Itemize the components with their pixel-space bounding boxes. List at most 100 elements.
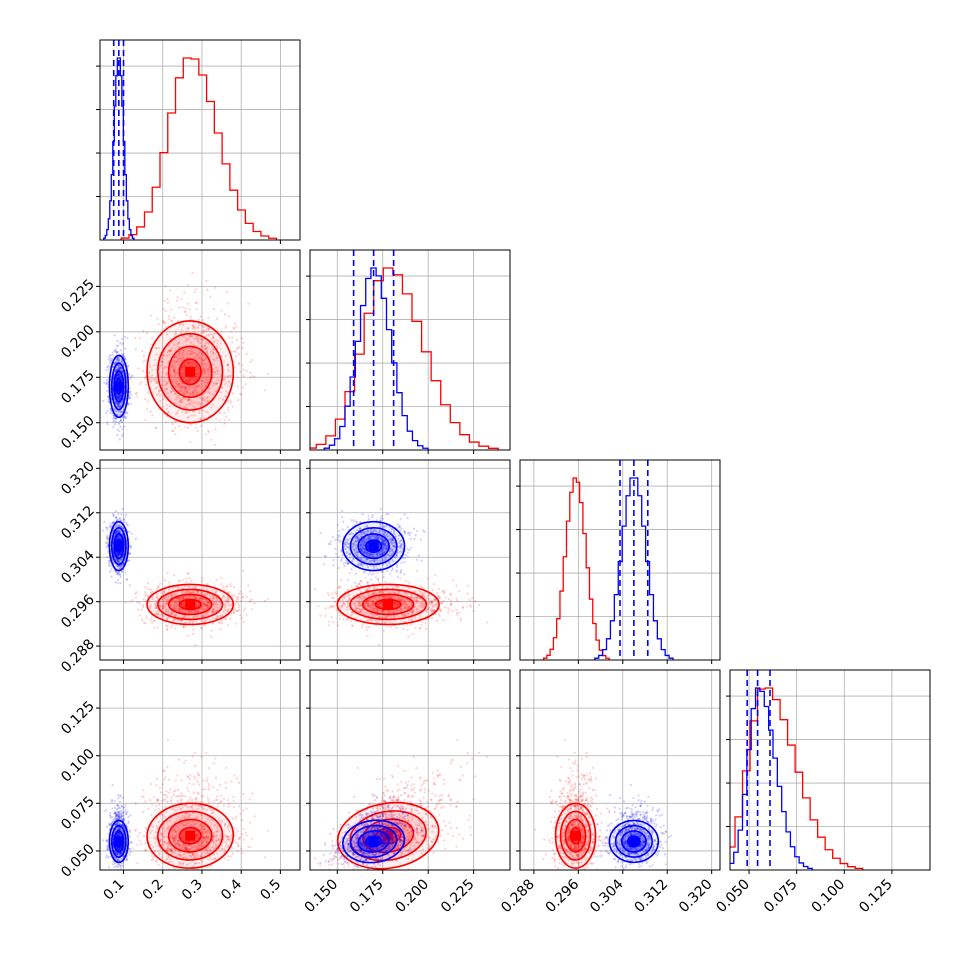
scatter-point bbox=[112, 420, 115, 423]
scatter-point bbox=[125, 416, 128, 419]
scatter-point bbox=[183, 614, 187, 618]
scatter-point bbox=[420, 586, 424, 589]
scatter-point bbox=[236, 609, 239, 613]
scatter-point bbox=[200, 402, 203, 405]
scatter-point bbox=[129, 393, 133, 396]
scatter-point bbox=[120, 435, 124, 438]
scatter-point bbox=[161, 604, 165, 607]
scatter-point bbox=[180, 389, 183, 392]
scatter-point bbox=[242, 368, 245, 371]
scatter-point bbox=[190, 579, 193, 582]
scatter-point bbox=[240, 599, 243, 602]
scatter-point bbox=[115, 344, 118, 348]
scatter-point bbox=[187, 391, 190, 394]
scatter-point bbox=[177, 306, 181, 309]
scatter-point bbox=[119, 375, 122, 378]
scatter-point bbox=[155, 607, 159, 610]
scatter-point bbox=[202, 367, 205, 370]
scatter-point bbox=[172, 604, 175, 607]
scatter-point bbox=[142, 369, 145, 373]
scatter-point bbox=[224, 396, 228, 399]
scatter-point bbox=[237, 399, 240, 402]
scatter-point bbox=[169, 626, 172, 629]
scatter-point bbox=[202, 608, 205, 611]
scatter-point bbox=[331, 605, 334, 608]
scatter-point bbox=[165, 599, 169, 602]
scatter-point bbox=[113, 362, 116, 365]
scatter-point bbox=[118, 375, 121, 379]
scatter-point bbox=[116, 396, 119, 399]
scatter-point bbox=[118, 397, 121, 401]
scatter-point bbox=[195, 596, 198, 599]
y-tick-label: 0.225 bbox=[58, 276, 98, 316]
scatter-point bbox=[203, 604, 206, 607]
scatter-point bbox=[118, 422, 121, 426]
scatter-point bbox=[223, 313, 227, 316]
scatter-point bbox=[458, 589, 461, 593]
scatter-point bbox=[180, 385, 184, 389]
scatter-point bbox=[212, 348, 215, 351]
scatter-point bbox=[144, 397, 147, 401]
scatter-point bbox=[164, 322, 167, 325]
scatter-point bbox=[228, 336, 231, 339]
scatter-point bbox=[201, 614, 204, 618]
panel-frame bbox=[99, 39, 301, 241]
scatter-point bbox=[159, 399, 162, 403]
scatter-point bbox=[208, 594, 212, 597]
scatter-point bbox=[159, 364, 163, 367]
scatter-point bbox=[198, 384, 201, 387]
scatter-point bbox=[205, 397, 209, 400]
scatter-point bbox=[231, 392, 235, 395]
scatter-point bbox=[226, 363, 230, 367]
scatter-point bbox=[207, 328, 211, 332]
scatter-point bbox=[221, 386, 224, 389]
scatter-point bbox=[227, 604, 231, 607]
scatter-point bbox=[239, 614, 242, 617]
scatter-point bbox=[108, 400, 111, 403]
scatter-point bbox=[188, 393, 191, 396]
scatter-point bbox=[192, 628, 195, 631]
scatter-point bbox=[119, 425, 122, 428]
scatter-point bbox=[166, 571, 169, 574]
scatter-point bbox=[150, 369, 154, 372]
scatter-point bbox=[105, 369, 108, 372]
scatter-point bbox=[134, 596, 138, 599]
scatter-point bbox=[150, 379, 153, 383]
scatter-point bbox=[326, 592, 330, 595]
scatter-point bbox=[116, 405, 119, 408]
scatter-point bbox=[411, 632, 414, 636]
scatter-point bbox=[172, 389, 175, 392]
scatter-point bbox=[165, 382, 168, 385]
scatter-point bbox=[164, 597, 167, 601]
scatter-point bbox=[200, 398, 203, 401]
scatter-point bbox=[203, 605, 206, 608]
scatter-point bbox=[149, 381, 152, 384]
scatter-point bbox=[212, 601, 216, 605]
scatter-point bbox=[168, 317, 171, 320]
scatter-point bbox=[172, 365, 175, 368]
scatter-point bbox=[192, 616, 195, 619]
scatter-point bbox=[117, 397, 120, 400]
scatter-point bbox=[214, 383, 217, 386]
scatter-point bbox=[175, 356, 178, 359]
scatter-point bbox=[121, 428, 124, 431]
scatter-point bbox=[116, 402, 119, 406]
scatter-point bbox=[170, 350, 173, 353]
scatter-point bbox=[242, 569, 245, 572]
scatter-point bbox=[182, 624, 185, 627]
scatter-point bbox=[185, 577, 188, 580]
scatter-point bbox=[177, 395, 181, 398]
density-peak bbox=[185, 599, 196, 610]
scatter-point bbox=[330, 592, 334, 595]
scatter-point bbox=[213, 443, 217, 447]
scatter-point bbox=[182, 392, 185, 395]
scatter-point bbox=[240, 337, 244, 340]
scatter-point bbox=[144, 594, 147, 597]
scatter-point bbox=[194, 611, 197, 614]
scatter-point bbox=[187, 385, 190, 388]
scatter-point bbox=[119, 341, 122, 344]
scatter-point bbox=[146, 408, 149, 411]
scatter-point bbox=[197, 318, 201, 321]
scatter-point bbox=[107, 368, 110, 371]
scatter-point bbox=[227, 610, 230, 613]
